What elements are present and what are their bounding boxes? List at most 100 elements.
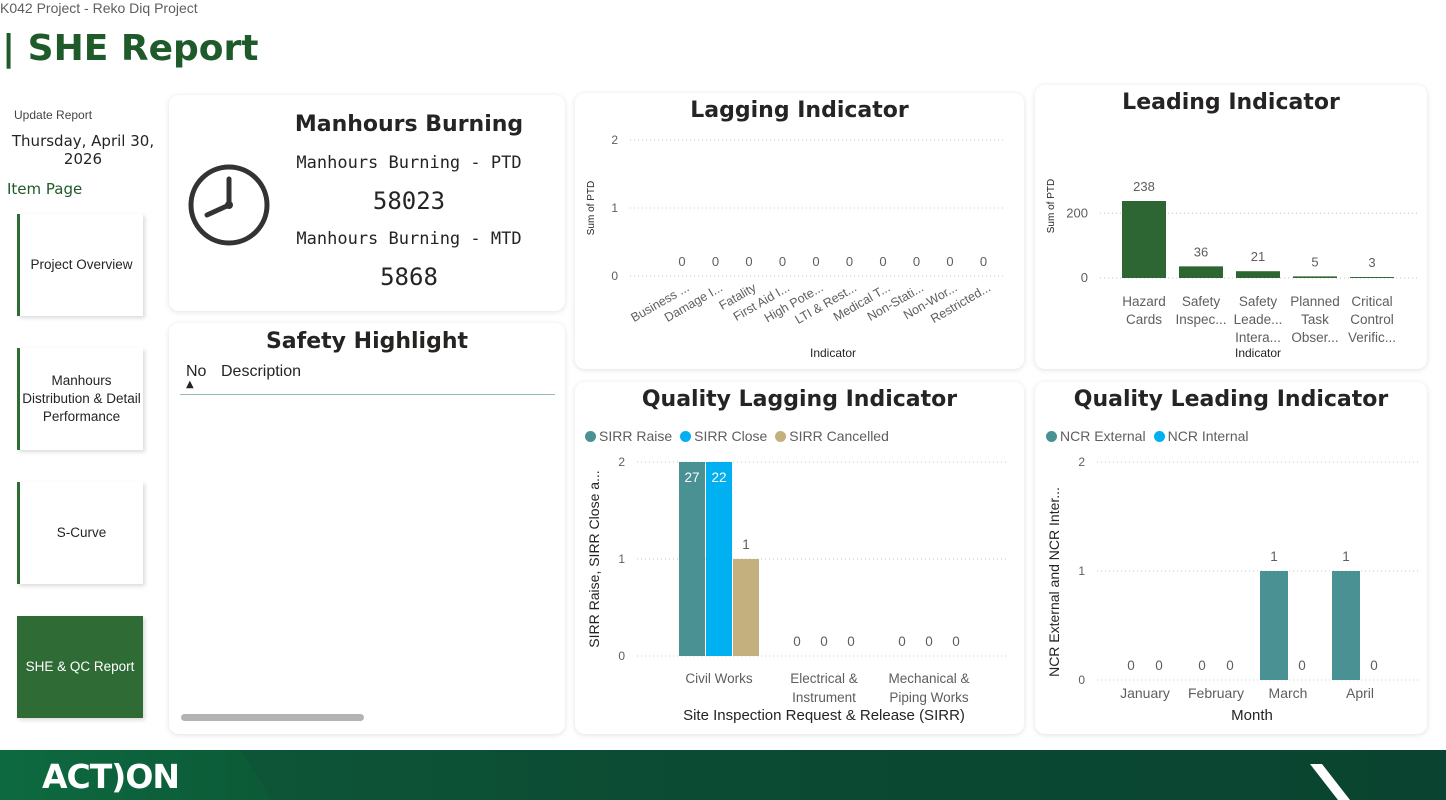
data-label: 0 [846,254,853,269]
data-label: 22 [711,470,726,485]
y-tick-label: 0 [611,269,618,283]
x-tick-label: Critical [1351,294,1392,309]
y-tick-label: 2 [618,455,625,469]
data-label: 0 [712,254,719,269]
y-axis-title: SIRR Raise, SIRR Close a... [586,470,602,647]
quality-lagging-title: Quality Lagging Indicator [641,387,958,412]
x-axis-title: Indicator [1235,346,1281,360]
nav-manhours-button[interactable]: Manhours Distribution & Detail Performan… [17,348,143,450]
bar [1260,571,1288,680]
x-tick-label: Task [1301,312,1329,327]
nav-label: S-Curve [56,525,107,540]
bar [733,559,759,656]
bar [706,462,732,656]
x-tick-label: Hazard [1122,294,1166,309]
y-tick-label: 1 [618,552,625,566]
data-label: 36 [1194,244,1208,259]
table-header: No Description ▲ [180,361,555,395]
legend-item-sirr-raise[interactable]: SIRR Raise [585,428,672,444]
y-axis-title: Sum of PTD [586,181,597,235]
data-label: 1 [742,537,750,552]
data-label: 0 [779,254,786,269]
clock-icon [187,163,271,247]
data-label: 0 [1127,658,1135,673]
manhours-mtd-value: 5868 [380,263,438,291]
x-axis-title: Indicator [810,346,856,360]
x-tick-label: Intera... [1235,330,1281,345]
data-label: 0 [812,254,819,269]
data-label: 0 [847,634,855,649]
data-label: 0 [820,634,828,649]
nav-project-overview-button[interactable]: Project Overview [17,214,143,316]
nav-label: Project Overview [30,257,133,272]
column-header-no[interactable]: No [186,363,207,380]
legend-item-sirr-cancelled[interactable]: SIRR Cancelled [775,428,889,444]
leading-indicator-card: Leading Indicator 0 200 238 Hazard Cards 36 Sa… [1035,85,1427,369]
breadcrumb: K042 Project - Reko Diq Project [0,0,198,16]
x-tick-label: April [1346,685,1374,701]
legend-label: SIRR Cancelled [789,428,889,444]
page-title: | SHE Report [2,28,259,69]
data-label: 0 [925,634,933,649]
legend-dot [775,431,787,442]
legend-dot [1046,431,1057,442]
quality-leading-title: Quality Leading Indicator [1073,387,1389,412]
bar [1332,571,1360,680]
y-tick-label: 0 [1081,270,1088,285]
manhours-card: Manhours Burning Manhours Burning - PTD … [169,95,565,311]
nav-label: SHE & QC Report [25,659,135,674]
x-tick-label: January [1120,685,1170,701]
y-axis-title: Sum of PTD [1046,179,1057,233]
update-report-date: Thursday, April 30, 2026 [11,132,155,168]
data-label: 0 [1298,658,1306,673]
bar [1293,276,1337,278]
data-label: 238 [1133,179,1155,194]
y-axis-title: NCR External and NCR Inter... [1046,487,1062,677]
safety-highlight-title: Safety Highlight [265,329,469,354]
leading-indicator-chart: 0 200 238 Hazard Cards 36 Safety Inspec... 21 Saf… [1046,179,1418,360]
manhours-mtd-label: Manhours Burning - MTD [296,229,522,249]
update-report-label: Update Report [14,108,93,122]
quality-leading-legend: NCR External NCR Internal [1046,428,1249,444]
legend-label: SIRR Raise [599,428,673,444]
x-tick-label: March [1269,685,1308,701]
action-logo: ACT)ON [42,757,180,796]
bar [1236,271,1280,278]
data-label: 0 [898,634,906,649]
legend-dot [1153,431,1165,442]
data-label: 1 [1270,549,1278,564]
quality-leading-chart: 0 1 2 0 0 January 0 0 February 1 0 March 1 0 April Mont… [1046,455,1419,724]
y-tick-label: 2 [611,133,618,147]
nav-she-qc-report-button[interactable]: SHE & QC Report [17,616,143,718]
x-tick-label: Mechanical & [888,671,969,686]
legend-item-sirr-close[interactable]: SIRR Close [680,428,767,444]
footer-banner: ACT)ON [0,750,1446,800]
data-label: 0 [678,254,685,269]
x-tick-label: Leade... [1234,312,1283,327]
data-label: 0 [1198,658,1206,673]
x-tick-label: Civil Works [685,671,752,686]
x-tick-label: Inspec... [1175,312,1226,327]
data-label: 0 [793,634,801,649]
data-label: 1 [1342,549,1350,564]
nav-s-curve-button[interactable]: S-Curve [17,482,143,584]
bar [1179,266,1223,278]
horizontal-scrollbar[interactable] [181,714,364,721]
manhours-title: Manhours Burning [294,112,524,137]
x-tick-label: Verific... [1348,330,1396,345]
safety-highlight-card: Safety Highlight No Description ▲ [169,323,565,734]
data-label: 0 [946,254,953,269]
bar [1122,201,1166,278]
legend-item-ncr-external[interactable]: NCR External [1046,428,1146,444]
quality-leading-card: Quality Leading Indicator NCR External N… [1035,382,1427,734]
column-header-description[interactable]: Description [221,363,302,380]
x-tick-label: Obser... [1291,330,1338,345]
x-tick-label: Electrical & [790,671,858,686]
data-label: 0 [1155,658,1163,673]
data-label: 5 [1311,254,1318,269]
item-page-label: Item Page [7,180,83,198]
bar [679,462,705,656]
legend-item-ncr-internal[interactable]: NCR Internal [1153,428,1249,444]
legend-dot [585,431,596,442]
